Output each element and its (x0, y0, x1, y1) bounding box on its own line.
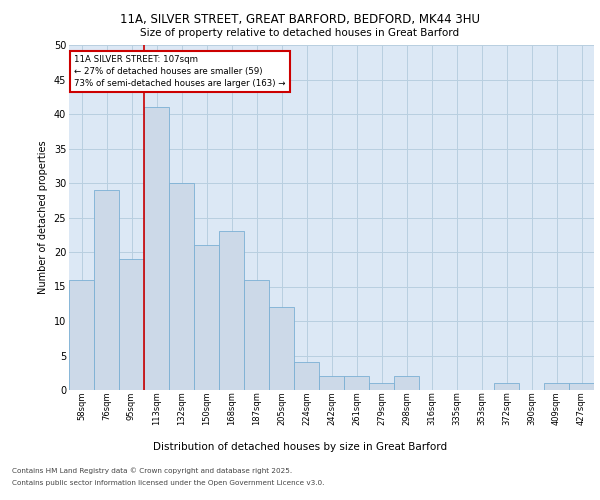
Bar (569, 383, 594, 390)
Bar (344, 376, 369, 390)
Text: Contains HM Land Registry data © Crown copyright and database right 2025.: Contains HM Land Registry data © Crown c… (12, 468, 292, 474)
Bar (144, 107, 169, 390)
Bar (319, 376, 344, 390)
Bar (169, 183, 194, 390)
Bar (369, 383, 394, 390)
Text: Contains public sector information licensed under the Open Government Licence v3: Contains public sector information licen… (12, 480, 325, 486)
Bar (294, 362, 319, 390)
Bar (394, 376, 419, 390)
Text: 11A, SILVER STREET, GREAT BARFORD, BEDFORD, MK44 3HU: 11A, SILVER STREET, GREAT BARFORD, BEDFO… (120, 12, 480, 26)
Bar (244, 280, 269, 390)
Bar (544, 383, 569, 390)
Bar (69, 280, 94, 390)
Bar (94, 190, 119, 390)
Text: Distribution of detached houses by size in Great Barford: Distribution of detached houses by size … (153, 442, 447, 452)
Y-axis label: Number of detached properties: Number of detached properties (38, 140, 48, 294)
Bar (494, 383, 519, 390)
Bar (269, 307, 294, 390)
Bar (194, 245, 219, 390)
Bar (219, 232, 244, 390)
Text: 11A SILVER STREET: 107sqm
← 27% of detached houses are smaller (59)
73% of semi-: 11A SILVER STREET: 107sqm ← 27% of detac… (74, 56, 286, 88)
Text: Size of property relative to detached houses in Great Barford: Size of property relative to detached ho… (140, 28, 460, 38)
Bar (119, 259, 144, 390)
